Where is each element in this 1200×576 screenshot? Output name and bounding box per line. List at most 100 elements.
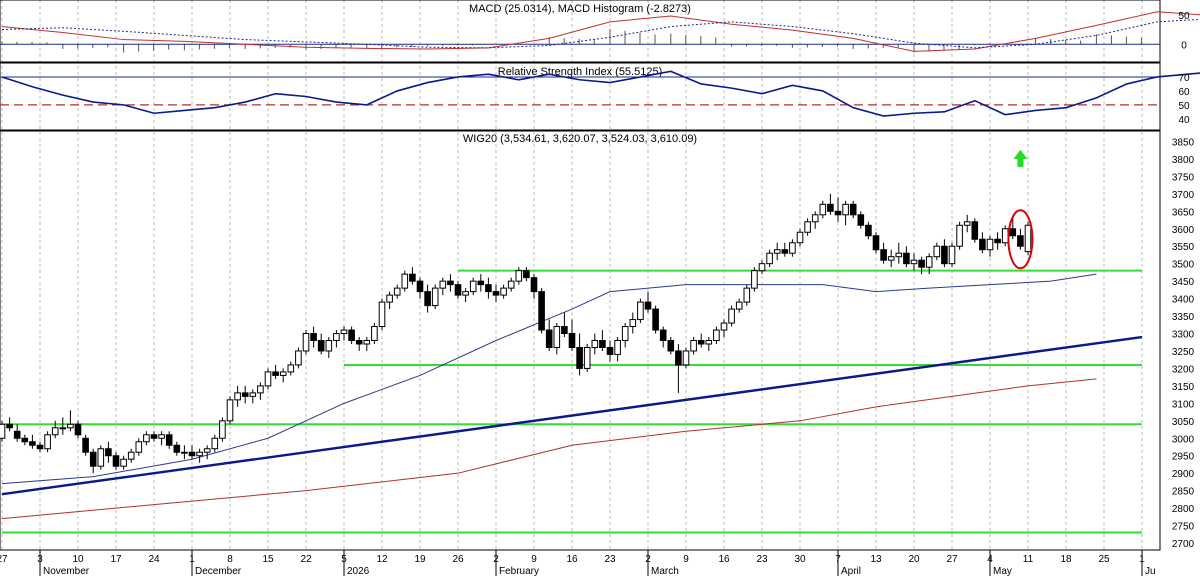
price-y-tick-label: 3350 (1172, 312, 1195, 323)
month-label: March (651, 566, 679, 576)
candle-body (568, 333, 576, 348)
grid (1, 0, 1143, 550)
x-tick-label: 16 (718, 554, 730, 565)
candle-body (51, 427, 59, 436)
rsi-levels (0, 76, 1160, 106)
trendline (1, 335, 1143, 496)
x-tick-label: 23 (604, 554, 616, 565)
month-label: December (195, 566, 242, 576)
candle-body (804, 221, 811, 233)
candle-body (538, 291, 545, 331)
price-y-tick-label: 3550 (1172, 242, 1195, 253)
moving-average-short (1, 273, 1097, 485)
candle-body (378, 301, 386, 328)
candle-body (409, 273, 416, 282)
candle-body (713, 329, 720, 341)
candle-body (264, 371, 272, 387)
candle-body (272, 371, 279, 376)
x-tick-label: 15 (262, 554, 274, 565)
x-tick-label: 27 (0, 554, 8, 565)
month-label: November (43, 566, 90, 576)
candle-body (234, 392, 241, 401)
candle-body (880, 249, 887, 261)
candle-body (181, 451, 188, 454)
price-y-tick-label: 3800 (1172, 155, 1195, 166)
month-label: Ju (1145, 566, 1156, 576)
candle-body (583, 346, 591, 369)
candle-body (295, 350, 302, 366)
rsi-line (1, 70, 1200, 117)
moving-average-long (1, 378, 1097, 520)
candle-body (652, 308, 659, 331)
x-tick-label: 10 (72, 554, 84, 565)
rsi-y-tick-label: 40 (1178, 115, 1190, 126)
macd-panel: MACD (25.0314), MACD Histogram (-2.8273)… (0, 0, 1200, 63)
candle-body (515, 270, 523, 282)
candle-body (857, 214, 865, 226)
candle-body (477, 280, 485, 286)
candle-body (956, 224, 963, 247)
candle-body (827, 203, 834, 212)
x-tick-label: 13 (870, 554, 882, 565)
candle-body (249, 392, 257, 397)
candle-body (895, 252, 903, 258)
candle-body (363, 340, 371, 345)
candle-body (720, 322, 728, 331)
candle-body (553, 326, 561, 348)
candle-body (340, 329, 348, 335)
month-label: April (841, 566, 861, 576)
candle-body (865, 224, 872, 237)
x-tick-label: 8 (227, 554, 233, 565)
candle-body (659, 329, 667, 341)
x-axis-ticks: 2731017241815225121926291623291623307132… (0, 554, 1145, 565)
candle-body (67, 423, 74, 429)
macd-series-line-1 (1, 18, 1200, 49)
candle-body (773, 249, 781, 254)
candle-body (371, 326, 378, 341)
candle-body (6, 423, 13, 429)
candle-body (599, 340, 606, 348)
candle-body (629, 319, 637, 328)
x-tick-label: 22 (300, 554, 312, 565)
candle-body (507, 280, 515, 289)
candle-body (74, 423, 82, 436)
macd-series-line-0 (1, 11, 1200, 52)
x-tick-label: 12 (376, 554, 388, 565)
candle-body (933, 245, 941, 258)
candle-body (325, 340, 333, 352)
candle-body (188, 451, 196, 457)
candle-body (971, 221, 979, 240)
candle-body (781, 249, 789, 254)
candle-body (219, 420, 226, 439)
candle-body (743, 287, 751, 303)
x-tick-label: 11 (1023, 554, 1034, 565)
rsi-y-axis: 70 60 50 40 (1178, 73, 1190, 126)
candle-body (21, 437, 29, 443)
macd-histogram (0, 28, 1160, 53)
candle-body (910, 259, 918, 265)
x-tick-label: 25 (1098, 554, 1110, 565)
candle-body (165, 434, 173, 446)
price-y-tick-label: 3100 (1172, 399, 1195, 410)
x-tick-label: 19 (414, 554, 426, 565)
candle-body (439, 280, 447, 289)
price-y-tick-label: 3700 (1172, 190, 1195, 201)
candle-body (614, 340, 621, 355)
x-tick-label: 16 (566, 554, 578, 565)
candle-body (918, 259, 925, 268)
candle-body (667, 340, 675, 352)
candle-body (158, 434, 165, 439)
candle-body (986, 238, 994, 251)
price-y-tick-label: 3500 (1172, 260, 1195, 271)
candle-body (196, 451, 203, 457)
candle-body (523, 270, 530, 279)
month-label: May (993, 566, 1012, 576)
candle-body (948, 245, 956, 265)
candle-body (348, 329, 355, 341)
candle-body (150, 434, 158, 439)
candle-body (112, 455, 120, 467)
candle-body (226, 399, 234, 422)
price-y-tick-label: 2900 (1172, 469, 1195, 480)
up-arrow-icon (1013, 149, 1028, 167)
